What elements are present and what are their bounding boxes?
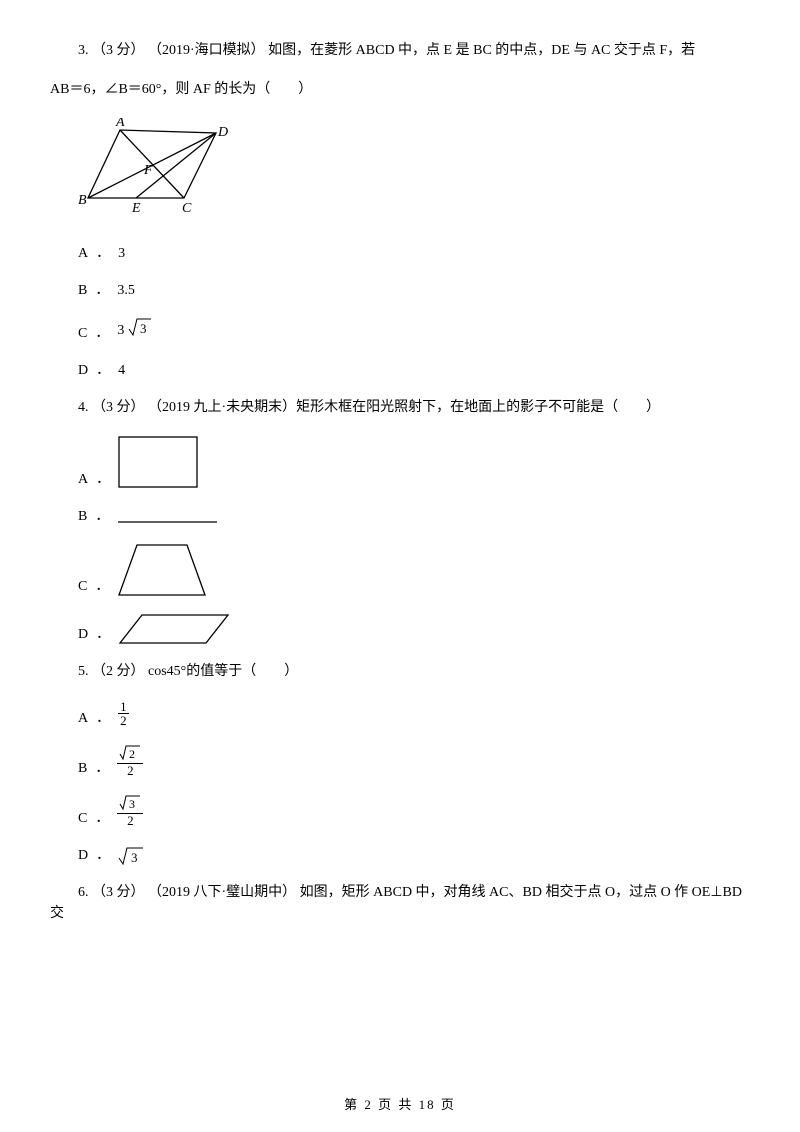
- q3-stem-line2: AB＝6，∠B＝60°，则 AF 的长为（ ）: [50, 79, 750, 100]
- q4-option-B: B ．: [78, 506, 750, 527]
- q3-stem-line1: 3. （3 分） （2019·海口模拟） 如图，在菱形 ABCD 中，点 E 是…: [50, 40, 750, 61]
- shape-trap: [117, 543, 209, 597]
- sqrt: 3: [118, 846, 144, 866]
- option-letter: A: [78, 708, 88, 729]
- q4-option-A: A ．: [78, 436, 750, 490]
- frac: 2 2: [117, 745, 143, 779]
- q6-stem: 6. （3 分） （2019 八下·璧山期中） 如图，矩形 ABCD 中，对角线…: [50, 882, 750, 924]
- q3-figure: A D B C E F: [78, 118, 750, 225]
- frac: 12: [118, 700, 129, 729]
- option-dot: ．: [95, 758, 109, 779]
- option-letter: C: [78, 808, 87, 829]
- option-dot: ．: [95, 280, 109, 301]
- option-letter: A: [78, 243, 88, 264]
- option-letter: C: [78, 323, 87, 344]
- option-letter: B: [78, 280, 87, 301]
- option-dot: ．: [96, 243, 110, 264]
- coef: 3: [117, 320, 124, 341]
- option-dot: ．: [95, 323, 109, 344]
- q4-option-C: C ．: [78, 543, 750, 597]
- option-letter: D: [78, 624, 88, 645]
- label-D: D: [217, 125, 228, 140]
- label-C: C: [182, 201, 192, 216]
- option-letter: B: [78, 758, 87, 779]
- q3-option-C: C ． 3 3: [78, 317, 750, 344]
- label-A: A: [115, 118, 125, 130]
- svg-text:3: 3: [131, 850, 138, 865]
- option-dot: ．: [95, 576, 109, 597]
- option-dot: ．: [95, 506, 109, 527]
- shape-line: [117, 517, 219, 527]
- label-F: F: [143, 163, 153, 178]
- option-letter: D: [78, 360, 88, 381]
- option-dot: ．: [96, 845, 110, 866]
- option-dot: ．: [96, 469, 110, 490]
- q4-stem: 4. （3 分） （2019 九上·未央期末）矩形木框在阳光照射下，在地面上的影…: [50, 397, 750, 418]
- option-letter: B: [78, 506, 87, 527]
- option-text: 3 3: [117, 317, 152, 344]
- option-text: 3: [118, 243, 125, 264]
- q5-option-D: D ． 3: [78, 845, 750, 866]
- shape-rect: [118, 436, 200, 490]
- option-letter: C: [78, 576, 87, 597]
- label-E: E: [131, 201, 141, 216]
- q5-option-A: A ． 12: [78, 700, 750, 729]
- page-footer: 第 2 页 共 18 页: [50, 1095, 750, 1115]
- option-text: 3.5: [117, 280, 135, 301]
- q3-option-A: A ． 3: [78, 243, 750, 264]
- q3-option-B: B ． 3.5: [78, 280, 750, 301]
- q4-option-D: D ．: [78, 613, 750, 645]
- q5-option-B: B ． 2 2: [78, 745, 750, 779]
- option-dot: ．: [95, 808, 109, 829]
- option-dot: ．: [96, 624, 110, 645]
- option-letter: A: [78, 469, 88, 490]
- q3-option-D: D ． 4: [78, 360, 750, 381]
- option-text: 4: [118, 360, 125, 381]
- option-dot: ．: [96, 360, 110, 381]
- option-dot: ．: [96, 708, 110, 729]
- q5-option-C: C ． 3 2: [78, 795, 750, 829]
- svg-text:3: 3: [129, 797, 135, 811]
- q5-stem: 5. （2 分） cos45°的值等于（ ）: [50, 661, 750, 682]
- option-letter: D: [78, 845, 88, 866]
- shape-para: [118, 613, 230, 645]
- frac: 3 2: [117, 795, 143, 829]
- svg-text:3: 3: [140, 321, 147, 336]
- svg-text:2: 2: [129, 747, 135, 761]
- label-B: B: [78, 193, 87, 208]
